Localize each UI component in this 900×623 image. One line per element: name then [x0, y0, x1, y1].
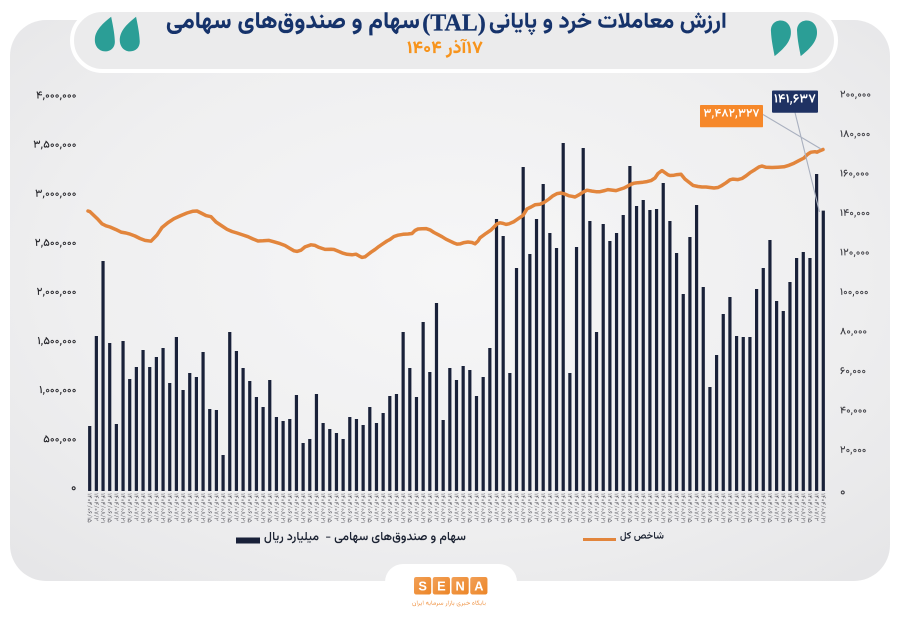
svg-text:E: E	[437, 578, 446, 593]
svg-text:N: N	[455, 578, 464, 593]
svg-text:(TAL): (TAL)	[422, 11, 486, 37]
svg-text:A: A	[474, 578, 483, 593]
svg-text:S: S	[418, 578, 427, 593]
